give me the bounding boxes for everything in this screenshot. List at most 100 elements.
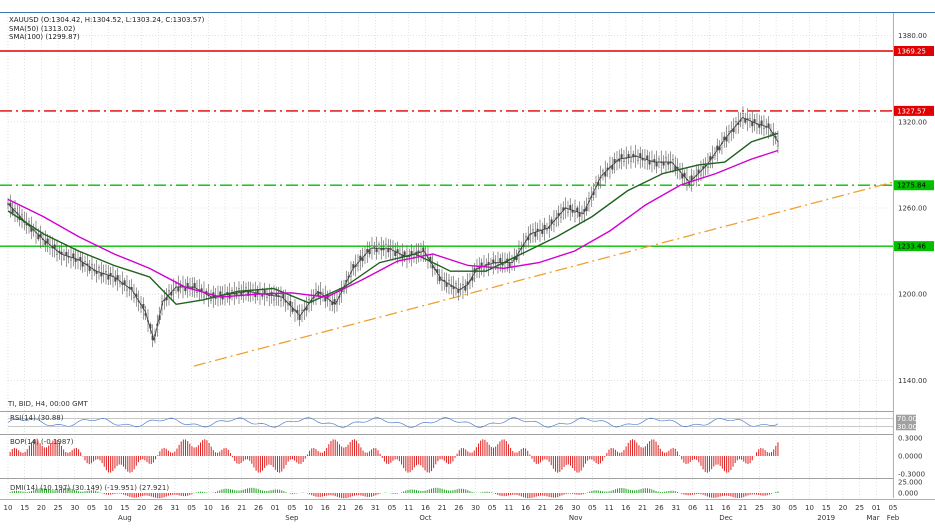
- candle-body: [569, 205, 572, 210]
- x-tick-label: 10: [304, 504, 313, 512]
- candle-body: [776, 141, 779, 147]
- x-tick-label: 25: [54, 504, 63, 512]
- x-tick-label: 05: [187, 504, 196, 512]
- x-tick-label: 11: [504, 504, 513, 512]
- candle-body: [543, 224, 546, 230]
- rsi-level-label: 30.00: [897, 423, 917, 431]
- x-tick-label: 20: [838, 504, 847, 512]
- x-tick-label: 01: [271, 504, 280, 512]
- bop-label: BOP(14) (-0.1987): [10, 438, 74, 446]
- legend-sma50: SMA(50) (1313.02): [9, 24, 76, 33]
- month-label: Mar: [866, 514, 879, 522]
- level-label-bg: [894, 180, 934, 191]
- x-tick-label: 15: [120, 504, 129, 512]
- x-tick-label: 26: [454, 504, 463, 512]
- x-tick-label: 15: [822, 504, 831, 512]
- candle-body: [384, 243, 387, 249]
- x-tick-label: 26: [254, 504, 263, 512]
- candle-body: [662, 161, 665, 166]
- grid: [7, 14, 894, 498]
- bop-tick-label: 0.3000: [898, 435, 923, 443]
- price-legend: XAUUSD (O:1304.42, H:1304.52, L:1303.24,…: [9, 16, 204, 42]
- dmi-pane: 25.000 0.000: [9, 479, 923, 499]
- x-tick-label: 20: [137, 504, 146, 512]
- bop-tick-label: -0.3000: [898, 471, 925, 479]
- x-tick-label: 05: [287, 504, 296, 512]
- x-tick-label: 25: [855, 504, 864, 512]
- x-tick-label: 10: [104, 504, 113, 512]
- x-tick-label: 21: [237, 504, 246, 512]
- legend-sma100: SMA(100) (1299.87): [9, 33, 80, 41]
- level-label: 1369.25: [897, 48, 926, 56]
- x-tick-label: 10: [4, 504, 13, 512]
- x-tick-label: 10: [805, 504, 814, 512]
- x-tick-label: 05: [488, 504, 497, 512]
- candle-body: [499, 258, 502, 263]
- x-tick-label: 11: [605, 504, 614, 512]
- x-tick-label: 16: [521, 504, 530, 512]
- x-tick-label: 05: [788, 504, 797, 512]
- x-tick-label: 31: [171, 504, 180, 512]
- trendline-layer: [193, 181, 894, 367]
- x-tick-label: 16: [321, 504, 330, 512]
- rsi-label: RSI(14) (30.88): [10, 414, 64, 422]
- x-tick-label: 26: [154, 504, 163, 512]
- x-tick-label: 05: [889, 504, 898, 512]
- bop-pane: 0.3000 0.0000 -0.3000: [9, 435, 925, 479]
- x-tick-label: 16: [722, 504, 731, 512]
- candle-body: [279, 296, 282, 301]
- candle-body: [760, 120, 763, 126]
- x-tick-label: 21: [638, 504, 647, 512]
- x-tick-label: 16: [421, 504, 430, 512]
- dmi-tick-label: 0.000: [898, 490, 918, 498]
- horizontal-levels: [0, 50, 893, 247]
- month-label: 2019: [817, 514, 835, 522]
- rsi-line: [7, 417, 779, 428]
- time-axis: 10 15 20 25 30 05 10 15 20 26 31 05 10 16 21 26 01 05 10 16…: [4, 504, 900, 522]
- series-line-xauusd: [7, 116, 779, 342]
- candle-body: [508, 262, 511, 267]
- x-tick-label: 30: [70, 504, 79, 512]
- x-tick-label: 16: [221, 504, 230, 512]
- dmi-tick-label: 25.000: [898, 479, 923, 487]
- candle-body: [646, 155, 649, 161]
- price-tick-label: 1200.00: [898, 291, 927, 299]
- candle-body: [62, 254, 65, 260]
- price-tick-label: 1380.00: [898, 32, 927, 40]
- price-series: [7, 116, 779, 342]
- level-label-bg: [894, 241, 934, 252]
- x-tick-label: 31: [671, 504, 680, 512]
- price-candles: [6, 106, 779, 348]
- level-label-bg: [894, 46, 934, 57]
- x-tick-label: 30: [471, 504, 480, 512]
- candle-body: [664, 157, 667, 163]
- candle-body: [639, 153, 642, 158]
- x-tick-label: 21: [338, 504, 347, 512]
- candle-body: [177, 286, 180, 292]
- candle-body: [72, 253, 75, 259]
- candle-body: [629, 156, 632, 162]
- x-tick-label: 06: [688, 504, 697, 512]
- month-label: Feb: [887, 514, 900, 522]
- x-tick-label: 26: [655, 504, 664, 512]
- series-line-sma-50-: [7, 132, 779, 306]
- x-tick-label: 15: [20, 504, 29, 512]
- bop-tick-label: 0.0000: [898, 453, 923, 461]
- chart-footer-text: TI, BID, H4, 00:00 GMT: [7, 400, 89, 408]
- rsi-level-label-bg: [896, 414, 916, 423]
- candle-body: [272, 295, 275, 301]
- price-tick-label: 1320.00: [898, 118, 927, 126]
- candle-body: [377, 243, 380, 249]
- month-label: Dec: [719, 514, 733, 522]
- month-label: Oct: [419, 514, 431, 522]
- price-tick-label: 1260.00: [898, 205, 927, 213]
- level-label: 1327.57: [897, 107, 926, 115]
- level-label: 1233.46: [897, 243, 926, 251]
- x-tick-label: 05: [588, 504, 597, 512]
- x-tick-label: 11: [404, 504, 413, 512]
- x-tick-label: 10: [204, 504, 213, 512]
- rsi-level-label: 70.00: [897, 415, 917, 423]
- series-line-sma-100-: [7, 149, 779, 298]
